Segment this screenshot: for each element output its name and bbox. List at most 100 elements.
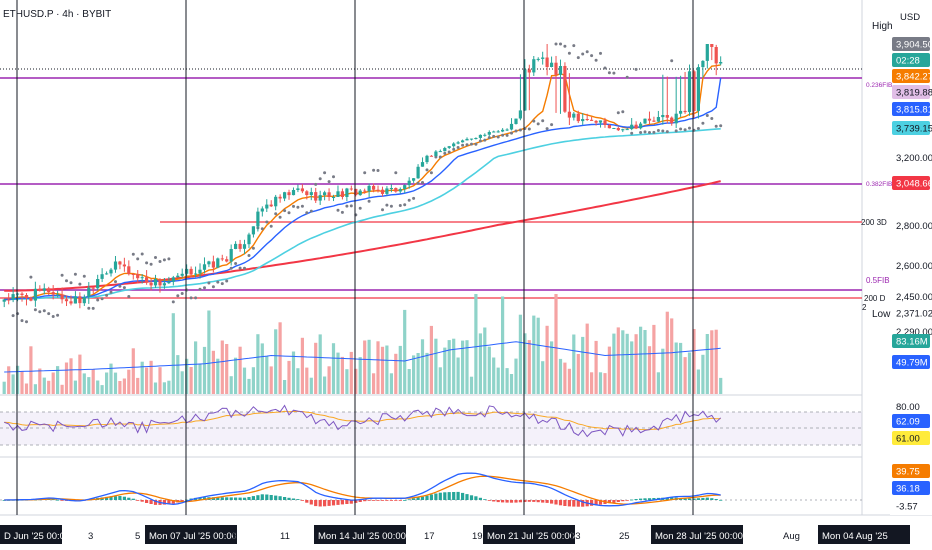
sar-dot: [394, 171, 398, 175]
volume-bar: [69, 358, 73, 394]
high-label: High: [869, 20, 896, 33]
volume-bar: [643, 330, 647, 394]
candle-body: [416, 166, 420, 179]
candle-body: [389, 188, 393, 189]
volume-bar: [24, 383, 29, 394]
price-tag-rsi1: [892, 414, 930, 428]
sar-dot: [358, 206, 362, 210]
candle-body: [581, 119, 585, 122]
volume-bar: [461, 340, 465, 394]
macd-histogram-bar: [714, 499, 718, 500]
volume-bar: [185, 358, 189, 394]
volume-bar: [634, 334, 638, 394]
candle-body: [207, 261, 211, 265]
candle-body: [696, 67, 700, 111]
volume-bar: [696, 369, 700, 394]
sar-dot: [336, 208, 340, 212]
candle-body: [661, 115, 665, 118]
sar-dot: [47, 312, 51, 316]
candle-body: [340, 191, 344, 197]
candle-body: [719, 62, 723, 64]
macd-histogram-bar: [567, 500, 571, 507]
candle-body: [607, 125, 611, 129]
sar-dot: [238, 266, 242, 270]
sar-dot: [198, 287, 202, 291]
volume-bar: [372, 373, 376, 394]
macd-histogram-bar: [185, 499, 189, 501]
volume-bar: [581, 336, 585, 394]
macd-histogram-bar: [407, 499, 411, 501]
candle-body: [269, 204, 273, 207]
candle-body: [56, 294, 60, 296]
volume-bar: [710, 330, 714, 394]
volume-bar: [398, 345, 402, 394]
macd-histogram-bar: [60, 500, 64, 501]
sar-dot: [73, 272, 77, 276]
macd-histogram-bar: [572, 500, 576, 507]
macd-histogram-bar: [349, 500, 353, 504]
candle-body: [336, 191, 340, 197]
candle-body: [87, 287, 91, 297]
sar-dot: [87, 306, 91, 310]
candle-body: [64, 299, 69, 302]
volume-bar: [492, 357, 496, 394]
candle-body: [572, 113, 576, 118]
time-axis-highlight: [145, 525, 237, 544]
time-axis-label: 19: [472, 531, 483, 542]
candle-body: [91, 287, 95, 289]
volume-bar: [247, 378, 251, 394]
candle-body: [60, 294, 64, 300]
volume-bar: [345, 369, 349, 394]
volume-bar: [96, 380, 100, 394]
sar-dot: [292, 204, 295, 208]
macd-histogram-bar: [358, 500, 362, 502]
sar-dot: [207, 281, 211, 285]
sar-dot: [180, 292, 184, 295]
sar-dot: [216, 280, 220, 284]
volume-bar: [434, 338, 438, 394]
sar-dot: [625, 75, 629, 79]
volume-bar: [572, 334, 576, 394]
volume-bar: [269, 366, 273, 394]
sar-dot: [109, 290, 113, 294]
volume-bar: [122, 378, 126, 394]
volume-bar: [518, 314, 522, 394]
sar-dot: [474, 142, 478, 146]
price-tag-macd2: [892, 481, 930, 495]
candle-body: [69, 301, 73, 304]
candle-body: [647, 118, 652, 121]
candle-body: [358, 190, 362, 196]
sar-dot: [122, 286, 126, 290]
volume-bar: [354, 368, 358, 394]
sar-dot: [572, 44, 576, 48]
macd-histogram-bar: [692, 498, 696, 500]
sar-dot: [251, 246, 255, 250]
volume-bar: [527, 340, 531, 394]
sar-dot: [389, 204, 393, 208]
candle-body: [283, 192, 287, 199]
candle-body: [309, 192, 313, 195]
candle-body: [634, 124, 638, 129]
candle-body: [96, 279, 100, 289]
macd-histogram-bar: [229, 497, 233, 500]
sar-dot: [274, 212, 278, 216]
volume-bar: [585, 323, 589, 394]
sar-dot: [29, 275, 33, 279]
sar-dot: [363, 171, 367, 175]
price-tag-fib0236-text: 3,819.88: [896, 88, 932, 99]
time-axis-label: 23: [570, 531, 581, 542]
sar-dot: [674, 129, 678, 133]
candle-body: [425, 155, 429, 163]
time-axis-highlight: [314, 525, 406, 544]
time-axis-label: 17: [424, 531, 435, 542]
macd-histogram-bar: [300, 500, 304, 501]
sar-dot: [514, 129, 518, 133]
sar-dot: [603, 66, 607, 70]
volume-bar: [340, 356, 344, 394]
macd-histogram-bar: [113, 496, 118, 500]
candle-body: [407, 180, 411, 186]
price-axis-tick: 2,800.00: [896, 221, 932, 232]
candle-body: [331, 197, 336, 198]
sar-dot: [554, 42, 558, 46]
